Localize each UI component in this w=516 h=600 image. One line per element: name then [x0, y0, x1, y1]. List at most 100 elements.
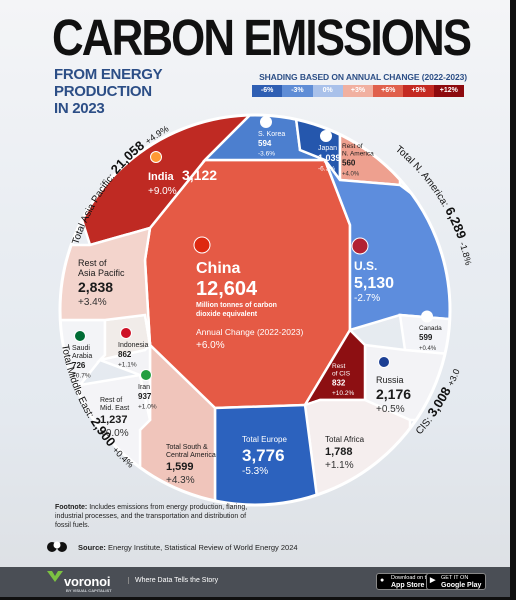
china-name: China — [196, 260, 241, 277]
japan-change: -6.3% — [318, 166, 335, 173]
screen-edge-bottom — [0, 597, 516, 600]
saudi-arabia-value: 726 — [72, 361, 86, 370]
rest-of-mid-east-name: Rest of — [100, 397, 122, 404]
canada-flag-icon — [421, 310, 433, 323]
indonesia-flag-icon — [120, 327, 132, 339]
china-units-line: dioxide equivalent — [196, 311, 258, 318]
subtitle-line-2: IN 2023 — [54, 100, 105, 117]
total-south-central-america-value: 1,599 — [166, 461, 194, 473]
screen-edge — [510, 0, 516, 600]
rest-of-mid-east-value: 1,237 — [100, 414, 128, 426]
tagline: Where Data Tells the Story — [128, 577, 218, 584]
total-south-central-america-change: +4.3% — [166, 475, 195, 486]
cell-canada — [398, 313, 450, 357]
japan-flag-icon — [320, 130, 332, 142]
total-africa-name: Total Africa — [325, 435, 365, 444]
india-name: India — [148, 171, 175, 183]
rest-of-asia-pacific-value: 2,838 — [78, 279, 113, 295]
s-korea-name: S. Korea — [258, 131, 285, 138]
google-play-top: GET IT ON — [441, 575, 469, 581]
russia-name: Russia — [376, 375, 404, 385]
rest-of-cis-value: 832 — [332, 379, 346, 388]
legend-title: SHADING BASED ON ANNUAL CHANGE (2022-202… — [259, 72, 467, 82]
app-store-top: Download on the — [391, 575, 433, 581]
source: Source: Energy Institute, Statistical Re… — [78, 543, 298, 552]
source-text: Energy Institute, Statistical Review of … — [108, 542, 298, 552]
u-s--name: U.S. — [354, 259, 377, 273]
u-s--change: -2.7% — [354, 293, 380, 304]
saudi-arabia-change: +0.7% — [72, 373, 91, 380]
footnote-text: Includes emissions from energy productio… — [55, 504, 248, 529]
legend-cell: +3% — [342, 85, 374, 97]
india-value: 3,122 — [182, 167, 217, 183]
rest-of-cis-change: +10.2% — [332, 390, 354, 397]
total-europe-value: 3,776 — [242, 446, 285, 465]
legend-cell: -6% — [252, 85, 283, 97]
canada-value: 599 — [419, 333, 433, 342]
rest-of-n-america-change: +4.0% — [342, 172, 360, 178]
china-change-label: Annual Change (2022-2023) — [196, 327, 303, 337]
indonesia-value: 862 — [118, 350, 132, 359]
page-title: CARBON EMISSIONS — [52, 9, 472, 66]
russia-value: 2,176 — [376, 386, 411, 402]
total-europe-change: -5.3% — [242, 466, 268, 477]
app-store-button[interactable]: ● Download on the App Store — [376, 573, 438, 590]
group-of-people-icon — [47, 541, 67, 552]
app-store-label: App Store — [391, 582, 425, 589]
footer-bar: voronoi BY VISUAL CAPITALIST Where Data … — [0, 567, 510, 597]
legend-cell: +12% — [433, 85, 464, 97]
brand-name: voronoi — [64, 574, 111, 589]
source-label: Source: — [78, 542, 106, 552]
iran-change: +1.0% — [138, 404, 157, 411]
s-korea-value: 594 — [258, 139, 272, 148]
footnote-label: Footnote: — [55, 504, 88, 511]
china-value: 12,604 — [196, 278, 258, 300]
canada-name: Canada — [419, 325, 442, 332]
cell-total-africa — [303, 398, 412, 505]
rest-of-asia-pacific-name: Asia Pacific — [78, 268, 125, 278]
total-africa-value: 1,788 — [325, 446, 353, 458]
india-flag-icon — [150, 151, 162, 163]
saudi-arabia-name: Arabia — [72, 353, 92, 360]
voronoi-logo-icon — [47, 571, 63, 582]
footnote: Footnote: Includes emissions from energy… — [55, 503, 255, 530]
iran-flag-icon — [140, 369, 152, 381]
south-korea-flag-icon — [260, 116, 272, 128]
page-subtitle: FROM ENERGY PRODUCTION IN 2023 — [54, 66, 254, 117]
rest-of-cis-name: of CIS — [332, 371, 351, 378]
china-flag-icon — [193, 236, 211, 254]
rest-of-n-america-name: Rest of — [342, 143, 363, 150]
legend-cell: +6% — [373, 85, 404, 97]
rest-of-asia-pacific-change: +3.4% — [78, 297, 107, 308]
indonesia-name: Indonesia — [118, 342, 148, 349]
total-south-central-america-name: Total South & — [166, 444, 208, 451]
rest-of-cis-name: Rest — [332, 363, 346, 370]
iran-value: 937 — [138, 392, 152, 401]
china-units-line: Million tonnes of carbon — [196, 302, 277, 309]
google-play-label: Google Play — [441, 582, 482, 589]
subtitle-line-1: FROM ENERGY PRODUCTION — [54, 66, 163, 100]
rest-of-n-america-value: 560 — [342, 159, 356, 168]
apple-icon: ● — [380, 577, 385, 584]
cell-rest-of-asia-pacific — [60, 226, 152, 346]
japan-name: Japan — [318, 145, 337, 152]
us-flag-icon — [351, 237, 369, 255]
total-south-central-america-name: Central America — [166, 452, 216, 459]
legend-cell: 0% — [312, 85, 343, 97]
google-play-button[interactable]: ▶ GET IT ON Google Play — [426, 573, 487, 590]
canada-change: +0.4% — [419, 346, 437, 352]
saudi-arabia-name: Saudi — [72, 345, 90, 352]
india-change: +9.0% — [148, 186, 177, 197]
color-legend: -6% -3% 0% +3% +6% +9% +12% — [252, 85, 464, 97]
china-change: +6.0% — [196, 340, 225, 351]
japan-value: 1,039 — [318, 153, 341, 163]
rest-of-asia-pacific-name: Rest of — [78, 258, 107, 268]
legend-cell: -3% — [282, 85, 313, 97]
play-icon: ▶ — [430, 577, 436, 584]
indonesia-change: +1.1% — [118, 362, 137, 369]
source-row: Source: Energy Institute, Statistical Re… — [46, 540, 298, 554]
total-europe-name: Total Europe — [242, 435, 287, 444]
legend-cell: +9% — [403, 85, 434, 97]
